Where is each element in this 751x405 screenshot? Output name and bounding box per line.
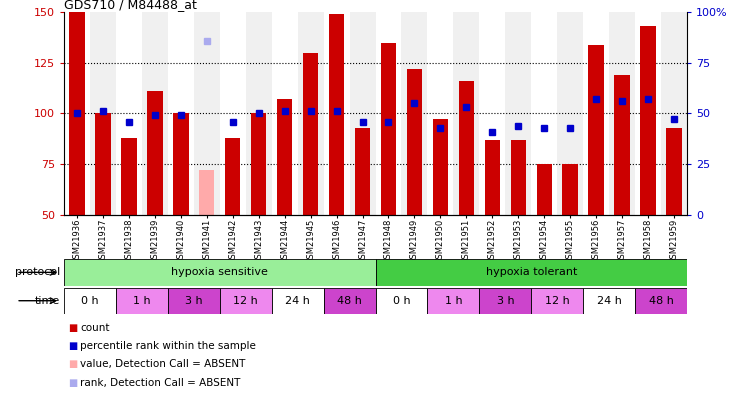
Bar: [329, 14, 344, 215]
Bar: [69, 12, 85, 215]
Bar: [584, 288, 635, 314]
Bar: [199, 170, 215, 215]
Bar: [376, 259, 687, 286]
Bar: [116, 288, 167, 314]
Bar: [142, 12, 167, 215]
Text: ■: ■: [68, 341, 77, 351]
Bar: [116, 12, 142, 215]
Bar: [427, 12, 454, 215]
Bar: [277, 99, 292, 215]
Text: 24 h: 24 h: [597, 296, 622, 306]
Bar: [95, 113, 110, 215]
Bar: [484, 140, 500, 215]
Bar: [661, 12, 687, 215]
Text: percentile rank within the sample: percentile rank within the sample: [80, 341, 256, 351]
Text: hypoxia tolerant: hypoxia tolerant: [486, 267, 577, 277]
Bar: [666, 128, 682, 215]
Bar: [427, 288, 479, 314]
Bar: [173, 113, 189, 215]
Bar: [402, 12, 427, 215]
Text: 48 h: 48 h: [649, 296, 674, 306]
Text: GDS710 / M84488_at: GDS710 / M84488_at: [64, 0, 197, 11]
Text: time: time: [35, 296, 60, 306]
Bar: [121, 138, 137, 215]
Bar: [511, 140, 526, 215]
Text: 3 h: 3 h: [185, 296, 203, 306]
Bar: [479, 12, 505, 215]
Bar: [589, 45, 604, 215]
Bar: [609, 12, 635, 215]
Text: 48 h: 48 h: [337, 296, 362, 306]
Bar: [381, 43, 397, 215]
Bar: [536, 164, 552, 215]
Bar: [246, 12, 272, 215]
Bar: [272, 12, 297, 215]
Bar: [90, 12, 116, 215]
Bar: [635, 12, 661, 215]
Bar: [303, 53, 318, 215]
Bar: [167, 12, 194, 215]
Text: 3 h: 3 h: [496, 296, 514, 306]
Text: value, Detection Call = ABSENT: value, Detection Call = ABSENT: [80, 360, 246, 369]
Text: 12 h: 12 h: [545, 296, 570, 306]
Bar: [532, 288, 584, 314]
Bar: [324, 12, 349, 215]
Bar: [349, 12, 376, 215]
Bar: [584, 12, 609, 215]
Text: 1 h: 1 h: [133, 296, 150, 306]
Text: 12 h: 12 h: [234, 296, 258, 306]
Bar: [225, 138, 240, 215]
Bar: [220, 288, 272, 314]
Bar: [635, 288, 687, 314]
Bar: [64, 259, 376, 286]
Bar: [641, 26, 656, 215]
Bar: [562, 164, 578, 215]
Bar: [297, 12, 324, 215]
Text: 0 h: 0 h: [81, 296, 98, 306]
Bar: [272, 288, 324, 314]
Bar: [505, 12, 532, 215]
Bar: [354, 128, 370, 215]
Bar: [167, 288, 220, 314]
Bar: [220, 12, 246, 215]
Text: 1 h: 1 h: [445, 296, 462, 306]
Bar: [251, 113, 267, 215]
Text: 24 h: 24 h: [285, 296, 310, 306]
Bar: [194, 12, 220, 215]
Text: protocol: protocol: [15, 267, 60, 277]
Text: rank, Detection Call = ABSENT: rank, Detection Call = ABSENT: [80, 378, 241, 388]
Bar: [614, 75, 630, 215]
Bar: [459, 81, 474, 215]
Bar: [324, 288, 376, 314]
Text: ■: ■: [68, 323, 77, 333]
Bar: [479, 288, 532, 314]
Bar: [64, 12, 90, 215]
Bar: [433, 119, 448, 215]
Bar: [454, 12, 479, 215]
Bar: [532, 12, 557, 215]
Text: ■: ■: [68, 378, 77, 388]
Bar: [557, 12, 584, 215]
Text: hypoxia sensitive: hypoxia sensitive: [171, 267, 268, 277]
Bar: [376, 288, 427, 314]
Text: 0 h: 0 h: [393, 296, 410, 306]
Text: count: count: [80, 323, 110, 333]
Text: ■: ■: [68, 360, 77, 369]
Bar: [147, 91, 162, 215]
Bar: [376, 12, 402, 215]
Bar: [407, 69, 422, 215]
Bar: [64, 288, 116, 314]
